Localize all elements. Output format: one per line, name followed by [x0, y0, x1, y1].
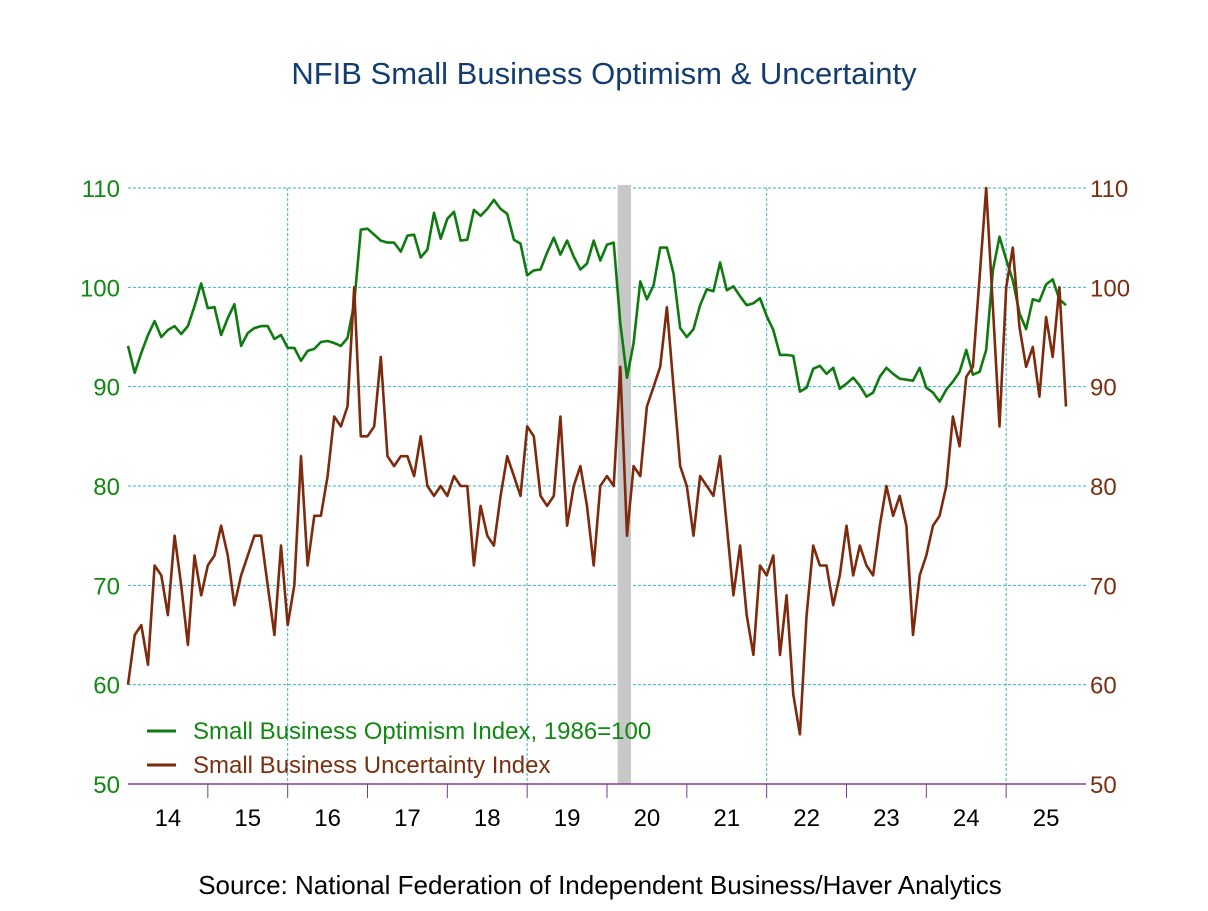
left-axis-tick-label: 80: [93, 474, 120, 501]
left-axis-tick-label: 60: [93, 673, 120, 700]
right-axis-tick-label: 70: [1090, 573, 1117, 600]
legend: Small Business Optimism Index, 1986=100 …: [147, 718, 651, 779]
x-tick-label: 23: [873, 805, 900, 832]
x-tick-label: 21: [713, 805, 740, 832]
right-axis-tick-label: 90: [1090, 375, 1117, 402]
left-axis-tick-label: 110: [82, 176, 120, 203]
x-tick-label: 25: [1033, 805, 1060, 832]
left-axis-tick-label: 70: [93, 573, 120, 600]
right-axis-tick-label: 100: [1090, 275, 1130, 302]
axes: 50 60 70 80 90 100 110 50 60 70 80 90 100 110 14 15 16 17…: [80, 176, 1130, 832]
x-tick-label: 17: [394, 805, 421, 832]
optimism-index-line: [126, 198, 1067, 403]
source-note: Source: National Federation of Independe…: [198, 870, 1002, 900]
right-axis-tick-label: 60: [1090, 673, 1117, 700]
left-axis-tick-label: 100: [80, 275, 120, 302]
chart-title: NFIB Small Business Optimism & Uncertain…: [291, 56, 917, 91]
x-tick-label: 15: [234, 805, 261, 832]
series-lines: [126, 186, 1068, 736]
right-axis-tick-label: 50: [1090, 772, 1117, 799]
x-tick-label: 24: [953, 805, 980, 832]
x-tick-label: 20: [634, 805, 661, 832]
right-axis-tick-label: 110: [1090, 176, 1128, 203]
right-axis-tick-label: 80: [1090, 474, 1117, 501]
left-axis-tick-label: 90: [93, 375, 120, 402]
uncertainty-index-line: [126, 186, 1068, 736]
x-tick-label: 19: [554, 805, 581, 832]
x-tick-label: 22: [793, 805, 820, 832]
x-tick-label: 16: [314, 805, 341, 832]
legend-label-optimism: Small Business Optimism Index, 1986=100: [193, 718, 651, 745]
x-tick-label: 18: [474, 805, 501, 832]
x-tick-label: 14: [155, 805, 182, 832]
left-axis-tick-label: 50: [93, 772, 120, 799]
grid: [128, 187, 1086, 784]
legend-label-uncertainty: Small Business Uncertainty Index: [193, 752, 551, 779]
